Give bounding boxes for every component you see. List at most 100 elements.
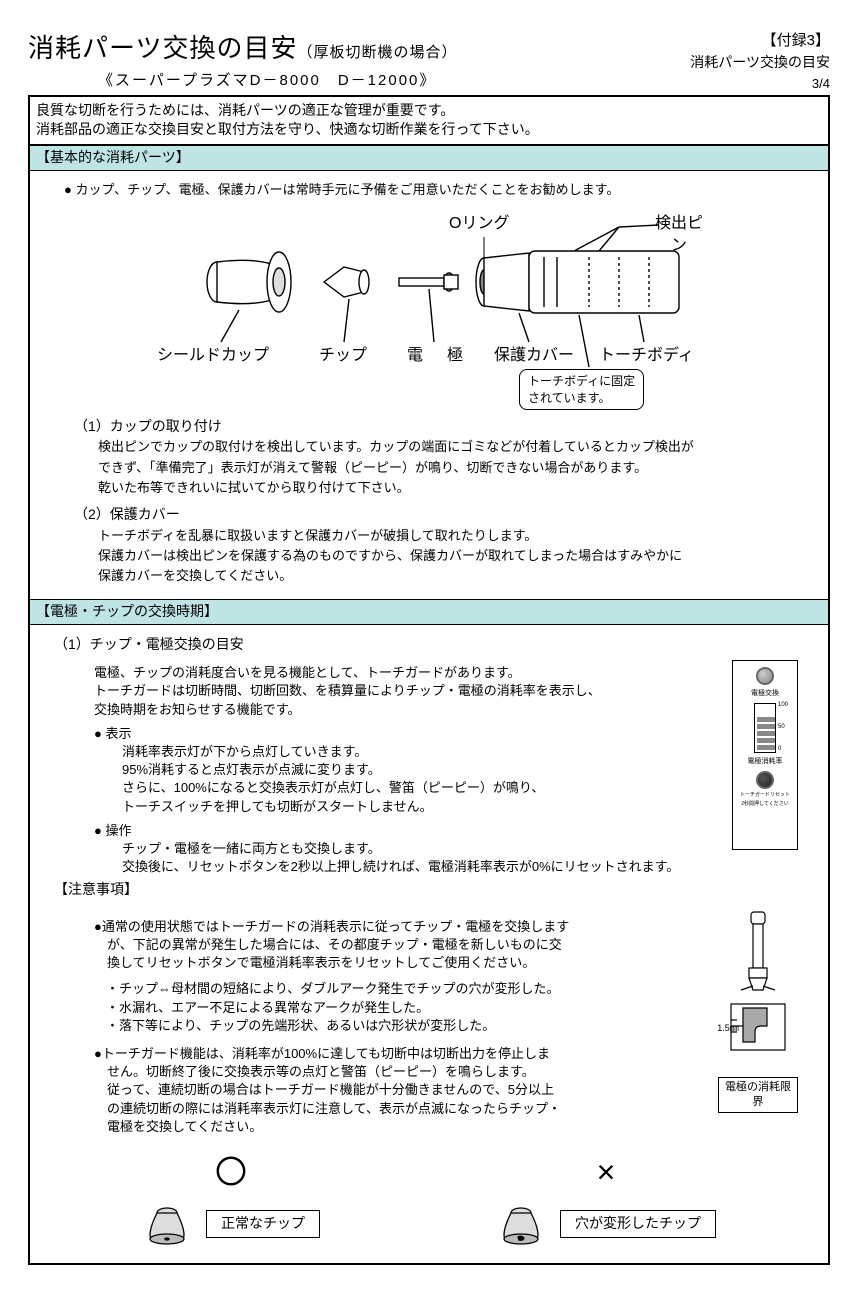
caution-row: ●通常の使用状態ではトーチガードの消耗表示に従ってチップ・電極を交換します が、… xyxy=(54,908,804,1136)
meter-wrap: 100 50 0 xyxy=(754,703,776,753)
s1-item1-b2: できず、「準備完了」表示灯が消えて警報（ピーピー）が鳴り、切断できない場合があり… xyxy=(98,459,804,477)
scale-100: 100 xyxy=(778,701,788,709)
label-cover: 保護カバー xyxy=(494,345,574,367)
wear-meter-icon xyxy=(754,703,776,753)
s1-item2-b1: トーチボディを乱暴に取扱いますと保護カバーが破損して取れたりします。 xyxy=(98,527,804,545)
section1-banner: 【基本的な消耗パーツ】 xyxy=(30,145,828,171)
cb2-l4: の連続切断の際には消耗率表示灯に注意して、表示が点滅になったらチップ・ xyxy=(107,1101,561,1116)
caution-title: 【注意事項】 xyxy=(54,880,804,900)
cb1: ●通常の使用状態ではトーチガードの消耗表示に従ってチップ・電極を交換します が、… xyxy=(94,918,706,973)
disp-l1: 消耗率表示灯が下から点灯していきます。 xyxy=(122,743,720,761)
op-l2: 交換後に、リセットボタンを2秒以上押し続ければ、電極消耗率表示が0%にリセットさ… xyxy=(122,858,720,876)
op-block: ● 操作 チップ・電極を一緒に両方とも交換します。 交換後に、リセットボタンを2… xyxy=(94,822,720,877)
s1-item2: （2）保護カバー トーチボディを乱暴に取扱いますと保護カバーが破損して取れたりし… xyxy=(74,505,804,585)
appendix-block: 【付録3】 消耗パーツ交換の目安 3/4 xyxy=(690,30,830,93)
main-title: 消耗パーツ交換の目安（厚板切断機の場合） xyxy=(28,30,690,66)
section2-body: （1）チップ・電極交換の目安 電極、チップの消耗度合いを見る機能として、トーチガ… xyxy=(30,625,828,1263)
indicator-panel: 電極交換 100 50 0 電極消耗率 xyxy=(732,660,798,850)
section1-bullet: ● カップ、チップ、電極、保護カバーは常時手元に予備をご用意いただくことをお勧め… xyxy=(64,181,804,199)
parts-diagram: Oリング 検出ピン シールドカップ チップ 電 極 保護カバー トーチボディ ト… xyxy=(149,207,709,407)
cb2-l3: 従って、連続切断の場合はトーチガード機能が十分働きませんので、5分以上 xyxy=(107,1082,554,1097)
panel-t1: 電極交換 xyxy=(751,689,779,699)
title-main: 消耗パーツ交換の目安 xyxy=(28,33,297,63)
cb1-l3: 換してリセットボタンで電極消耗率表示をリセットしてご使用ください。 xyxy=(107,955,535,970)
appendix-label: 【付録3】 xyxy=(690,30,830,51)
panel-column: 電極交換 100 50 0 電極消耗率 xyxy=(732,654,804,876)
good-label: 正常なチップ xyxy=(206,1210,320,1238)
s2-left: 電極、チップの消耗度合いを見る機能として、トーチガードがあります。 トーチガード… xyxy=(54,654,720,876)
dash-list: ・チップ⇔母材間の短絡により、ダブルアーク発生でチップの穴が変形した。 ・水漏れ… xyxy=(106,980,706,1035)
disp-l2: 95%消耗すると点灯表示が点滅に変ります。 xyxy=(122,761,720,779)
s2-item1-title: （1）チップ・電極交換の目安 xyxy=(54,635,804,655)
bad-mark: × xyxy=(597,1150,616,1195)
s1-item2-b3: 保護カバーを交換してください。 xyxy=(98,567,804,585)
good-tip-icon xyxy=(142,1199,192,1249)
label-tip: チップ xyxy=(319,345,367,367)
page-number: 3/4 xyxy=(690,75,830,93)
label-electrode: 電 極 xyxy=(407,345,467,367)
bad-tip-icon xyxy=(496,1199,546,1249)
intro-line1: 良質な切断を行うためには、消耗パーツの適正な管理が重要です。 xyxy=(36,101,822,121)
panel-t4: 2秒間押してください xyxy=(741,802,788,808)
disp-l4: トーチスイッチを押しても切断がスタートしません。 xyxy=(122,798,720,816)
callout-l1: トーチボディに固定 xyxy=(528,373,635,390)
disp-block: ● 表示 消耗率表示灯が下から点灯していきます。 95%消耗すると点灯表示が点滅… xyxy=(94,725,720,816)
s2-row: 電極、チップの消耗度合いを見る機能として、トーチガードがあります。 トーチガード… xyxy=(54,654,804,876)
cb1-l1: ●通常の使用状態ではトーチガードの消耗表示に従ってチップ・電極を交換します xyxy=(94,919,569,934)
label-pin: 検出ピン xyxy=(649,213,709,258)
content-frame: 良質な切断を行うためには、消耗パーツの適正な管理が重要です。 消耗部品の適正な交… xyxy=(28,95,830,1265)
s2-p3: 交換時期をお知らせする機能です。 xyxy=(94,701,720,719)
limit-dim: 1.5㎜ xyxy=(717,1022,739,1035)
section1-body: ● カップ、チップ、電極、保護カバーは常時手元に予備をご用意いただくことをお勧め… xyxy=(30,171,828,600)
op-title: ● 操作 xyxy=(94,822,720,840)
good-col: 〇 正常なチップ xyxy=(142,1150,320,1249)
disp-l3: さらに、100%になると交換表示灯が点灯し、警笛（ピーピー）が鳴り、 xyxy=(122,779,720,797)
page-header: 消耗パーツ交換の目安（厚板切断機の場合） 《スーパープラズマD－8000 D－1… xyxy=(28,30,830,93)
cb1-l2: が、下記の異常が発生した場合には、その都度チップ・電極を新しいものに交 xyxy=(107,937,562,952)
s2-p1: 電極、チップの消耗度合いを見る機能として、トーチガードがあります。 xyxy=(94,664,720,682)
s1-item1-b1: 検出ピンでカップの取付けを検出しています。カップの端面にゴミなどが付着していると… xyxy=(98,438,804,456)
cd3: ・落下等により、チップの先端形状、あるいは穴形状が変形した。 xyxy=(106,1017,706,1035)
cd1: ・チップ⇔母材間の短絡により、ダブルアーク発生でチップの穴が変形した。 xyxy=(106,980,706,998)
s1-item2-title: （2）保護カバー xyxy=(74,505,804,525)
callout-fixed: トーチボディに固定 されています。 xyxy=(519,369,644,411)
section2-banner: 【電極・チップの交換時期】 xyxy=(30,599,828,625)
scale-0: 0 xyxy=(778,745,781,753)
callout-l2: されています。 xyxy=(528,390,635,407)
scale-50: 50 xyxy=(778,723,785,731)
caution-right: 1.5㎜ 電極の消耗限界 xyxy=(718,908,804,1113)
good-mark: 〇 xyxy=(215,1150,247,1195)
electrode-svg xyxy=(723,908,793,1058)
cb2: ●トーチガード機能は、消耗率が100%に達しても切断中は切断出力を停止しま せん… xyxy=(94,1045,706,1136)
label-shield: シールドカップ xyxy=(157,345,269,367)
cb2-l2: せん。切断終了後に交換表示等の点灯と警笛（ピーピー）を鳴らします。 xyxy=(107,1064,535,1079)
intro-box: 良質な切断を行うためには、消耗パーツの適正な管理が重要です。 消耗部品の適正な交… xyxy=(30,97,828,145)
s1-item1-title: （1）カップの取り付け xyxy=(74,417,804,437)
disp-title: ● 表示 xyxy=(94,725,720,743)
panel-t2: 電極消耗率 xyxy=(748,757,783,767)
title-block: 消耗パーツ交換の目安（厚板切断機の場合） 《スーパープラズマD－8000 D－1… xyxy=(28,30,690,91)
s1-item2-b2: 保護カバーは検出ピンを保護する為のものですから、保護カバーが取れてしまった場合は… xyxy=(98,547,804,565)
bad-label: 穴が変形したチップ xyxy=(560,1210,716,1238)
exchange-led-icon xyxy=(756,667,774,685)
title-sub: （厚板切断機の場合） xyxy=(297,44,457,61)
reset-button-icon xyxy=(756,771,774,789)
cd2: ・水漏れ、エアー不足による異常なアークが発生した。 xyxy=(106,999,706,1017)
electrode-figure: 1.5㎜ 電極の消耗限界 xyxy=(718,908,798,1113)
s1-item1: （1）カップの取り付け 検出ピンでカップの取付けを検出しています。カップの端面に… xyxy=(74,417,804,497)
op-l1: チップ・電極を一緒に両方とも交換します。 xyxy=(122,840,720,858)
model-line: 《スーパープラズマD－8000 D－12000》 xyxy=(98,70,690,91)
bad-col: × 穴が変形したチップ xyxy=(496,1150,716,1249)
caution-left: ●通常の使用状態ではトーチガードの消耗表示に従ってチップ・電極を交換します が、… xyxy=(54,908,706,1136)
limit-label: 電極の消耗限界 xyxy=(718,1077,798,1114)
cb2-l1: ●トーチガード機能は、消耗率が100%に達しても切断中は切断出力を停止しま xyxy=(94,1046,550,1061)
label-oring: Oリング xyxy=(449,213,509,235)
cb2-l5: 電極を交換してください。 xyxy=(107,1119,262,1134)
s2-p2: トーチガードは切断時間、切断回数、を積算量によりチップ・電極の消耗率を表示し、 xyxy=(94,682,720,700)
panel-t3: トーチガードリセット xyxy=(740,793,790,799)
tip-compare: 〇 正常なチップ × xyxy=(54,1150,804,1249)
s1-item1-b3: 乾いた布等できれいに拭いてから取り付けて下さい。 xyxy=(98,479,804,497)
appendix-title: 消耗パーツ交換の目安 xyxy=(690,53,830,73)
label-body: トーチボディ xyxy=(599,345,694,367)
intro-line2: 消耗部品の適正な交換目安と取付方法を守り、快適な切断作業を行って下さい。 xyxy=(36,120,822,140)
